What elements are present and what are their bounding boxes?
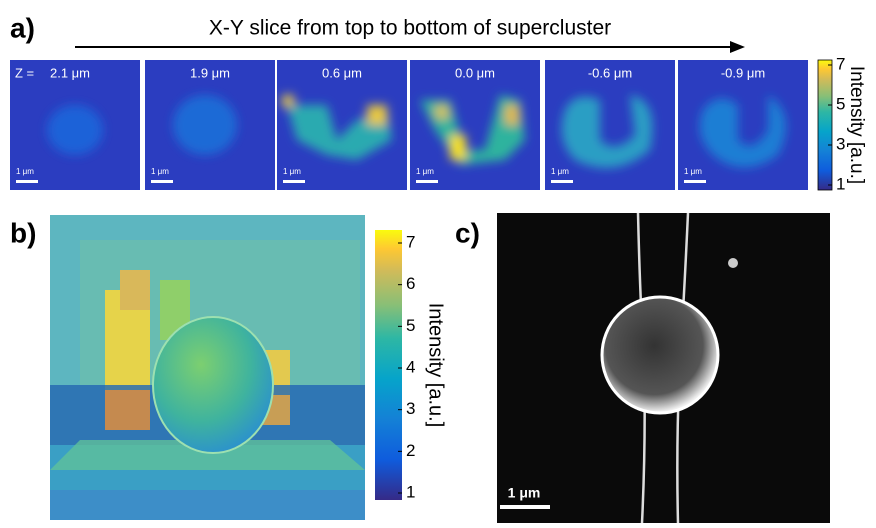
colorbar-tick-label: 4 [406,357,415,376]
signal [47,105,103,155]
colorbar-tick-label: 6 [406,274,415,293]
rendering-3d [50,215,365,520]
scale-bar-label: 1 μm [16,167,34,176]
colorbar-tick-label: 7 [836,54,845,73]
colorbar [375,230,402,500]
z-label: 2.1 μm [50,65,90,80]
scale-bar [151,180,173,183]
scale-bar [283,180,305,183]
signal [505,105,519,125]
heatmap-tile: 1.9 μm 1 μm [145,60,275,190]
signal [173,95,237,155]
figure: a) X-Y slice from top to bottom of super… [0,0,876,523]
colorbar-tick-label: 5 [406,316,415,335]
colorbar-tick-label: 5 [836,94,845,113]
scale-bar-label: 1 μm [508,485,541,501]
scale-bar-label: 1 μm [551,167,569,176]
panel-label: c) [455,217,480,248]
tile-signal [47,105,103,155]
colorbar-label: Intensity [a.u.] [425,303,447,428]
heatmap-tile: 0.0 μm 1 μm [410,60,540,190]
tile-signal [173,95,237,155]
z-label: 0.0 μm [455,65,495,80]
signal [435,105,449,119]
arrow-head [730,41,745,53]
panel-label: a) [10,12,35,43]
scale-bar [684,180,706,183]
colorbar-label: Intensity [a.u.] [846,66,867,184]
z-label: 1.9 μm [190,65,230,80]
z-prefix: Z = [15,65,34,80]
heatmap-tile: -0.9 μm 1 μm [678,60,808,190]
scale-bar-label: 1 μm [416,167,434,176]
colorbar-tick-label: 1 [406,482,415,501]
sem-image [497,213,830,523]
signal [450,135,466,160]
scale-bar-label: 1 μm [684,167,702,176]
colorbar-tick-label: 1 [836,174,845,193]
colorbar [818,60,832,190]
scale-bar-label: 1 μm [151,167,169,176]
signal [282,95,294,107]
scale-bar [16,180,38,183]
panel-title: X-Y slice from top to bottom of superclu… [209,17,611,40]
scale-bar-label: 1 μm [283,167,301,176]
heatmap-tile: 0.6 μm 1 μm [277,60,407,190]
z-label: -0.6 μm [588,65,632,80]
z-label: 0.6 μm [322,65,362,80]
colorbar-tick-label: 2 [406,441,415,460]
heatmap-tile: -0.6 μm 1 μm [545,60,675,190]
signal [367,105,387,125]
scale-bar [416,180,438,183]
colorbar-tick-label: 3 [406,399,415,418]
z-label: -0.9 μm [721,65,765,80]
colorbar-tick-label: 3 [836,134,845,153]
scale-bar [551,180,573,183]
panel-label: b) [10,217,36,248]
colorbar-tick-label: 7 [406,232,415,251]
